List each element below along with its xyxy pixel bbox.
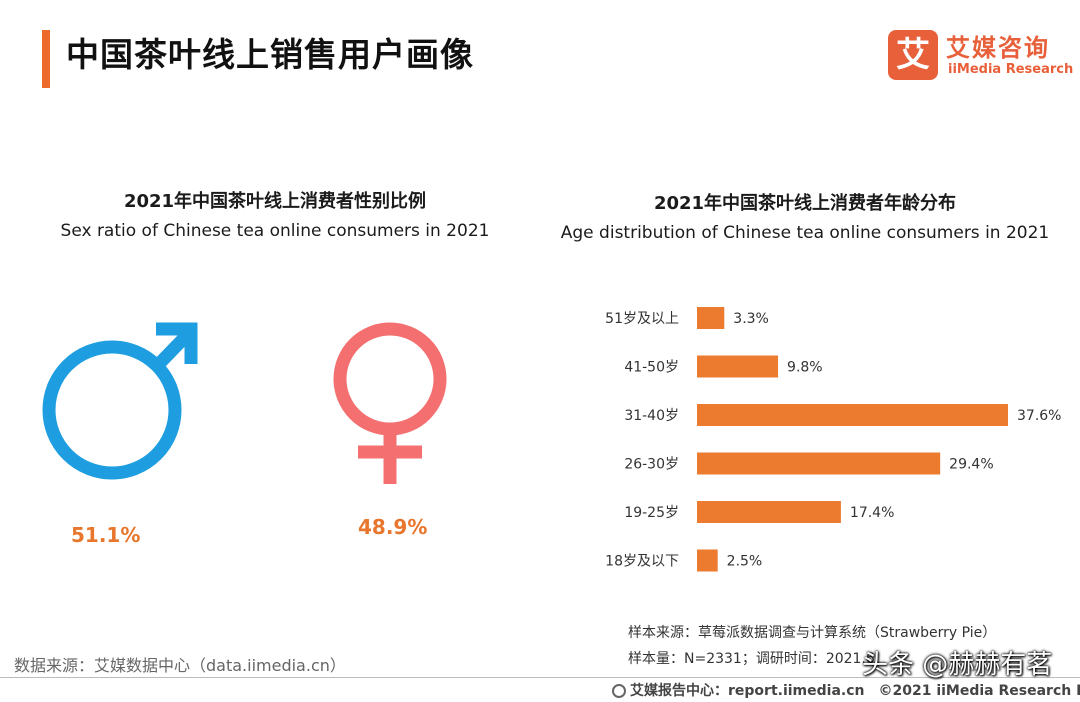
age-bar-value-label: 3.3% bbox=[733, 311, 769, 327]
age-chart-title-cn: 2021年中国茶叶线上消费者年龄分布 bbox=[653, 193, 957, 214]
sample-size-note: 样本量：N=2331；调研时间：2021.6 bbox=[628, 651, 875, 667]
footer-copyright: ©2021 iiMedia Research Inc bbox=[878, 683, 1080, 699]
age-bar bbox=[697, 452, 941, 475]
age-bar-value-label: 17.4% bbox=[850, 505, 894, 521]
male-percentage: 51.1% bbox=[71, 523, 141, 547]
age-category-label: 26-30岁 bbox=[624, 457, 679, 473]
footer-divider bbox=[0, 677, 1080, 678]
footer: 艾媒报告中心：report.iimedia.cn ©2021 iiMedia Re… bbox=[612, 680, 1080, 700]
male-symbol-icon bbox=[42, 322, 198, 480]
age-bar bbox=[697, 501, 841, 523]
female-percentage: 48.9% bbox=[358, 515, 428, 539]
age-bar bbox=[697, 307, 725, 329]
brand-logo: 艾 艾媒咨询 iiMedia Research bbox=[888, 30, 1073, 82]
gender-symbols bbox=[42, 322, 447, 484]
logo-mark: 艾 bbox=[888, 30, 938, 80]
age-bar-value-label: 2.5% bbox=[727, 554, 763, 570]
age-bar bbox=[697, 549, 718, 572]
age-bar-value-label: 29.4% bbox=[949, 457, 993, 473]
footer-report-link[interactable]: 艾媒报告中心：report.iimedia.cn bbox=[630, 683, 865, 699]
age-bar bbox=[697, 355, 779, 378]
globe-icon bbox=[612, 684, 626, 698]
age-bar-value-label: 9.8% bbox=[787, 360, 823, 376]
data-source: 数据来源：艾媒数据中心（data.iimedia.cn） bbox=[14, 656, 346, 675]
age-category-label: 51岁及以上 bbox=[605, 311, 679, 327]
age-category-label: 19-25岁 bbox=[624, 505, 679, 521]
age-bar-value-label: 37.6% bbox=[1017, 408, 1061, 424]
watermark: 头条 @赫赫有茗 bbox=[862, 650, 1053, 680]
age-chart-title-en: Age distribution of Chinese tea online c… bbox=[560, 223, 1050, 243]
sex-chart-title-en: Sex ratio of Chinese tea online consumer… bbox=[60, 221, 490, 241]
age-category-label: 41-50岁 bbox=[624, 360, 679, 376]
age-category-label: 31-40岁 bbox=[624, 408, 679, 424]
logo-name-en: iiMedia Research bbox=[948, 62, 1074, 77]
sample-source-note: 样本来源：草莓派数据调查与计算系统（Strawberry Pie） bbox=[628, 625, 997, 641]
title-accent-bar bbox=[42, 30, 50, 88]
age-distribution-chart: 51岁及以上 3.3% 41-50岁 9.8% 31-40岁 37.6% 26-30岁 29.… bbox=[605, 307, 1061, 572]
female-symbol-icon bbox=[333, 322, 447, 484]
sex-chart-title-cn: 2021年中国茶叶线上消费者性别比例 bbox=[123, 191, 427, 212]
age-bar bbox=[697, 404, 1008, 426]
logo-name-cn: 艾媒咨询 bbox=[946, 34, 1050, 62]
age-category-label: 18岁及以下 bbox=[605, 554, 679, 570]
page-title: 中国茶叶线上销售用户画像 bbox=[66, 35, 474, 74]
